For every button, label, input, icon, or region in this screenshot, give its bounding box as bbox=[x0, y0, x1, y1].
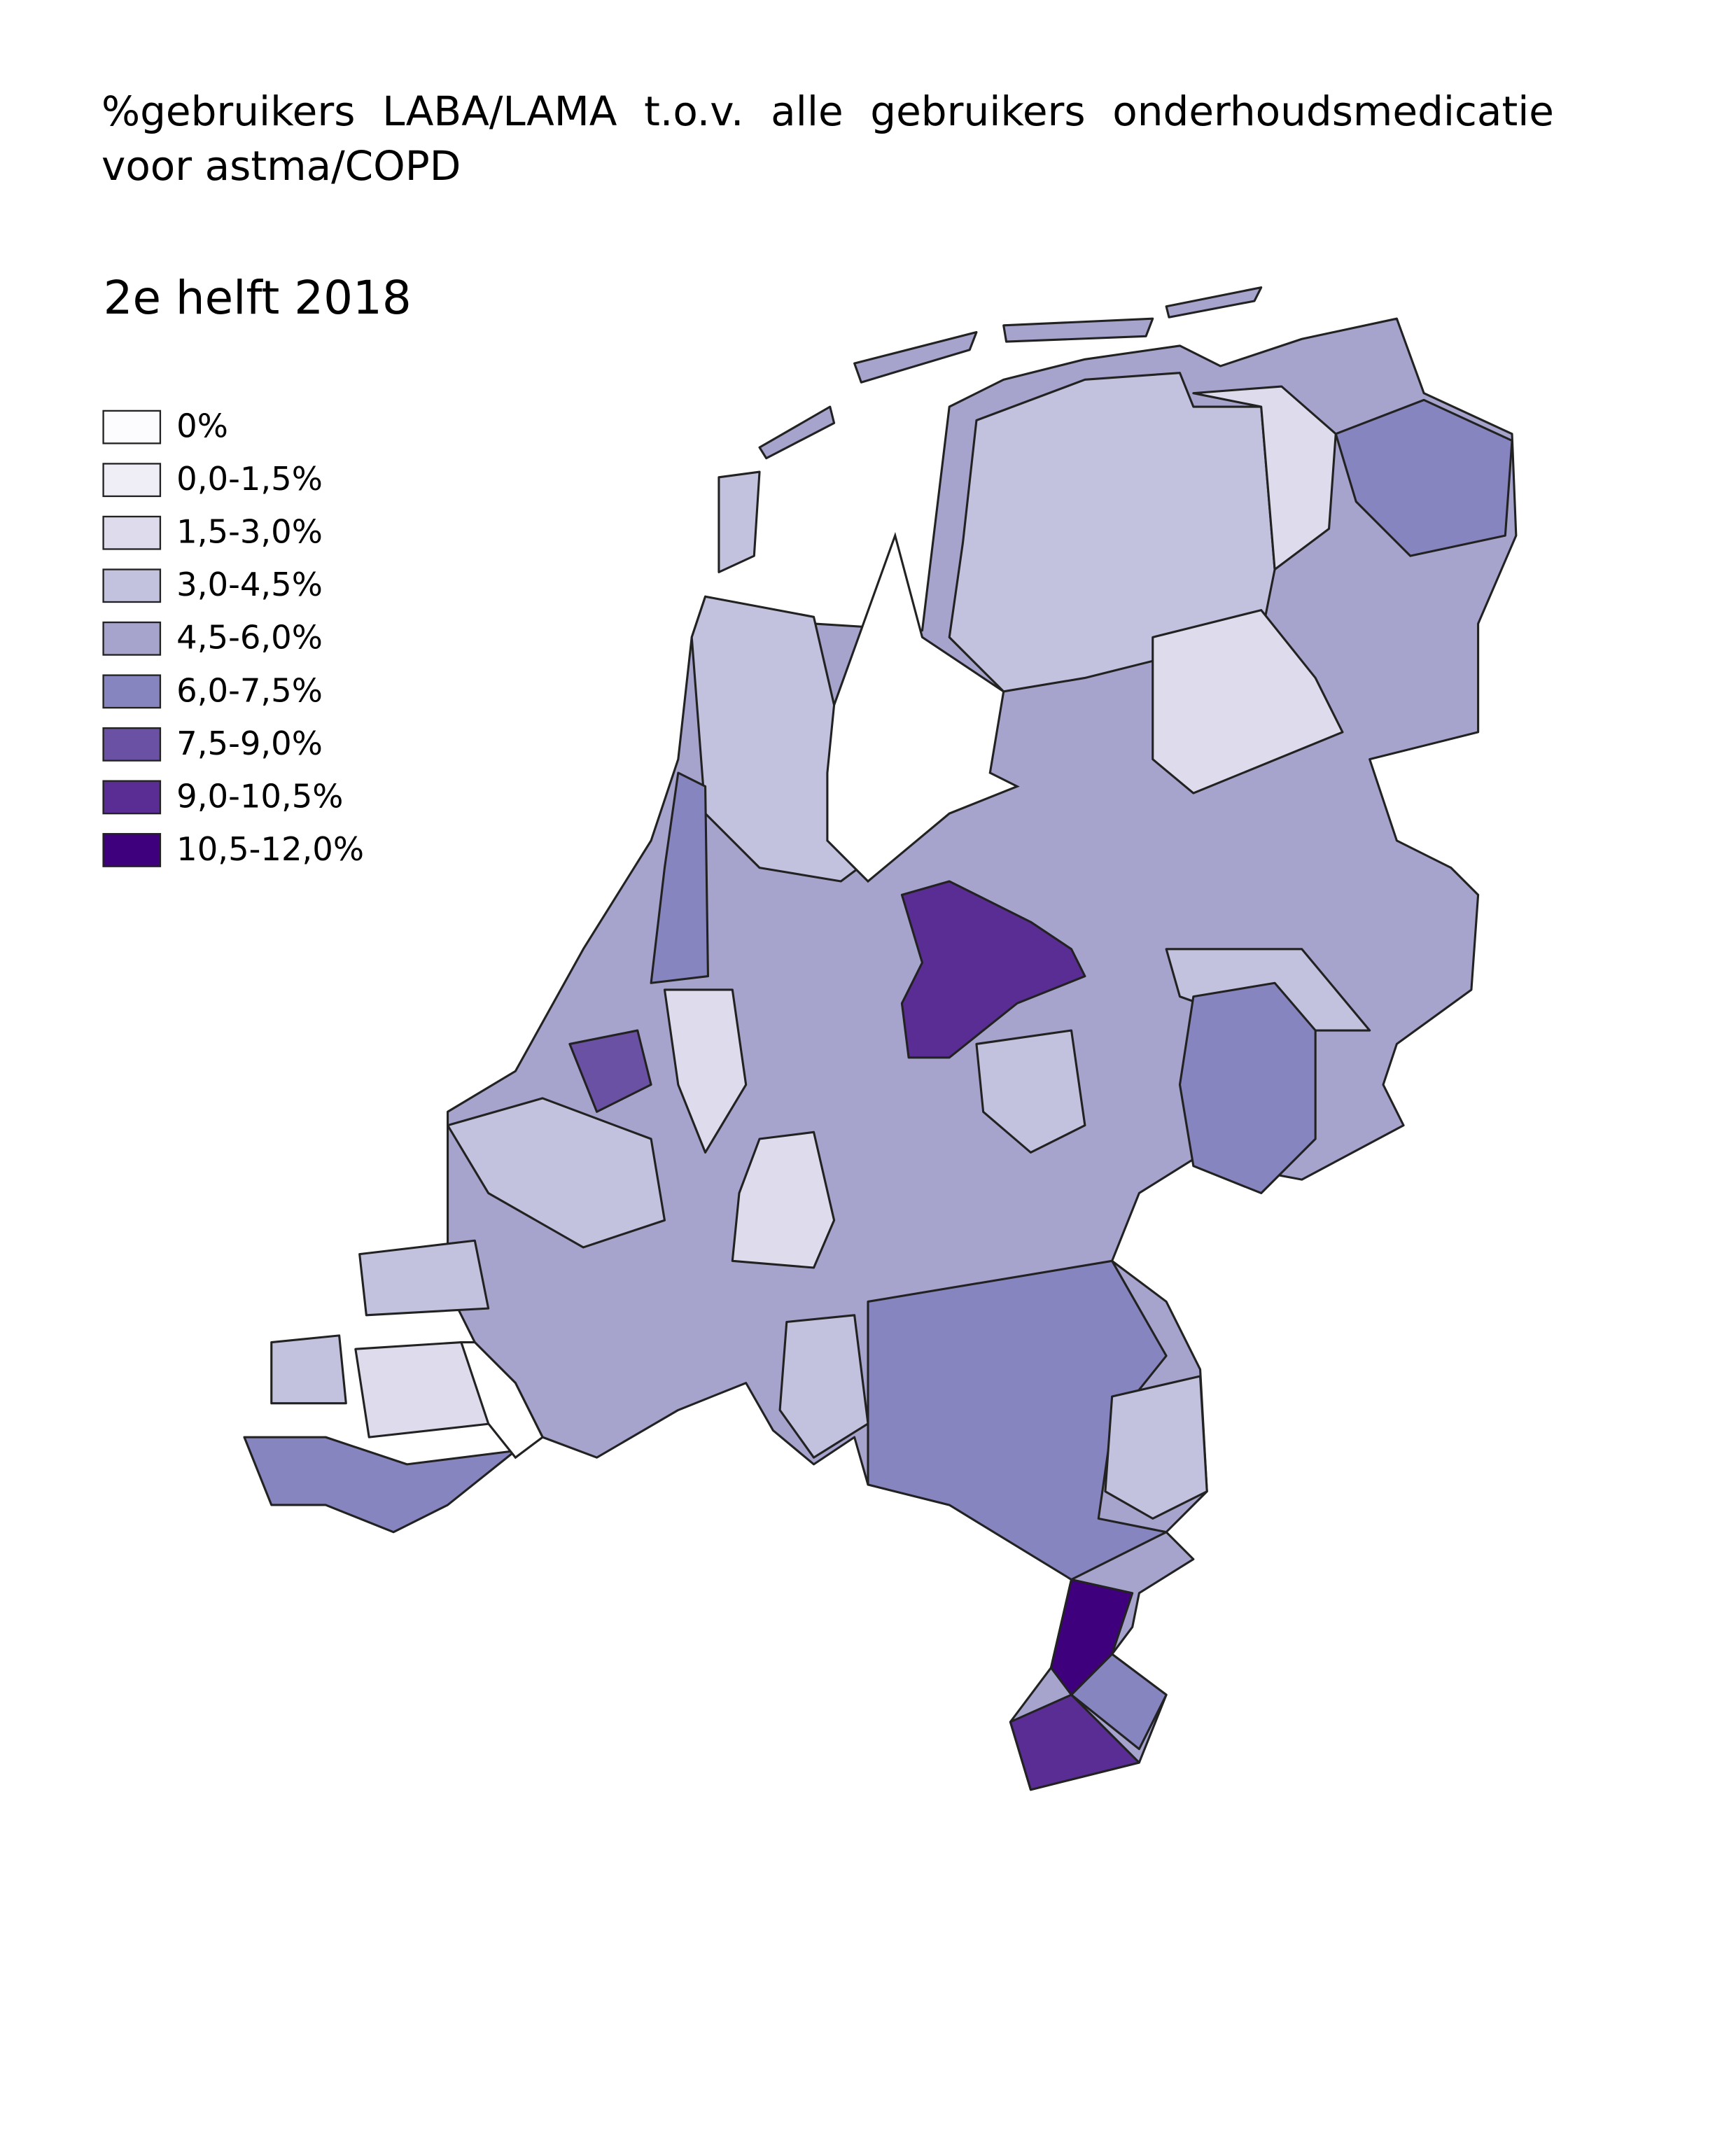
region bbox=[650, 771, 709, 984]
region bbox=[718, 470, 761, 573]
region bbox=[243, 1436, 517, 1534]
region bbox=[1165, 286, 1263, 318]
legend-label: 10,5-12,0% bbox=[176, 830, 364, 868]
region bbox=[975, 1029, 1086, 1154]
region bbox=[778, 1314, 869, 1459]
legend-label: 4,5-6,0% bbox=[176, 619, 323, 657]
legend-swatch bbox=[102, 463, 162, 498]
legend-label: 9,0-10,5% bbox=[176, 777, 343, 815]
region bbox=[1070, 1653, 1168, 1751]
legend-swatch bbox=[102, 780, 162, 815]
region bbox=[867, 1259, 1168, 1581]
legend: 0% 0,0-1,5% 1,5-3,0% 3,0-4,5% 4,5-6,0% 6,0-7,… bbox=[102, 407, 364, 868]
legend-swatch bbox=[102, 515, 162, 550]
region bbox=[1192, 385, 1337, 571]
legend-label: 6,0-7,5% bbox=[176, 671, 323, 709]
region bbox=[568, 1029, 652, 1113]
region bbox=[853, 330, 978, 384]
region bbox=[900, 880, 1086, 1059]
region bbox=[1334, 398, 1513, 557]
region bbox=[1152, 609, 1344, 794]
map-title: %gebruikers LABA/LAMA t.o.v. alle gebrui… bbox=[102, 88, 1554, 190]
legend-swatch bbox=[102, 727, 162, 762]
legend-label: 0,0-1,5% bbox=[176, 460, 323, 498]
legend-label: 1,5-3,0% bbox=[176, 513, 323, 551]
region bbox=[358, 1239, 490, 1317]
region bbox=[1002, 317, 1154, 343]
region bbox=[1009, 1693, 1140, 1791]
region bbox=[1178, 981, 1317, 1195]
region bbox=[731, 1130, 836, 1269]
legend-label: 7,5-9,0% bbox=[176, 724, 323, 762]
water bbox=[826, 531, 1020, 883]
region bbox=[1104, 1375, 1208, 1520]
region bbox=[663, 988, 748, 1154]
legend-swatch bbox=[102, 833, 162, 867]
legend-label: 3,0-4,5% bbox=[176, 566, 323, 603]
legend-swatch bbox=[102, 410, 162, 444]
region bbox=[270, 1334, 347, 1405]
legend-swatch bbox=[102, 674, 162, 709]
legend-label: 0% bbox=[176, 407, 228, 445]
region bbox=[758, 405, 836, 460]
regions bbox=[243, 286, 1518, 1791]
map-subtitle: 2e helft 2018 bbox=[104, 271, 412, 325]
legend-swatch bbox=[102, 568, 162, 603]
legend-swatch bbox=[102, 621, 162, 656]
water bbox=[459, 1340, 545, 1460]
region bbox=[447, 1097, 666, 1249]
